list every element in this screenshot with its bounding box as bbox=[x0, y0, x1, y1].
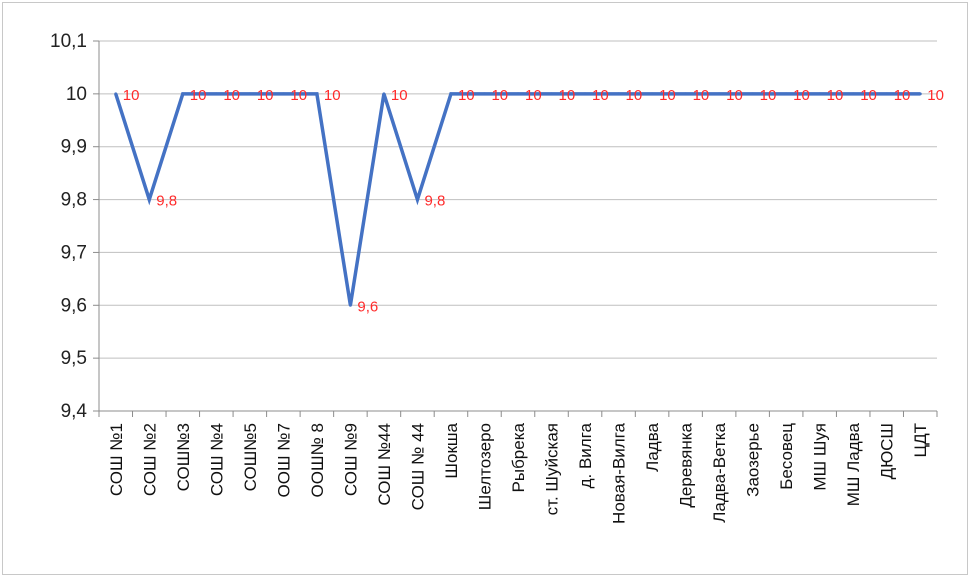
data-point bbox=[717, 92, 721, 96]
data-label: 10 bbox=[626, 87, 643, 104]
data-label: 9,6 bbox=[357, 298, 378, 315]
data-point bbox=[583, 92, 587, 96]
data-point bbox=[684, 92, 688, 96]
data-point bbox=[851, 92, 855, 96]
data-label: 10 bbox=[793, 87, 810, 104]
x-tick-label: д. Вилга bbox=[576, 422, 595, 488]
y-tick-label: 9,7 bbox=[61, 242, 87, 263]
data-label: 9,8 bbox=[156, 193, 177, 210]
x-tick-label: Ладва bbox=[643, 422, 662, 471]
x-tick-label: СОШ №4 bbox=[207, 423, 226, 496]
x-tick-label: Заозерье bbox=[744, 423, 763, 497]
data-point bbox=[147, 198, 151, 202]
x-tick-label: Шелтозеро bbox=[475, 423, 494, 510]
data-label: 10 bbox=[726, 87, 743, 104]
data-point bbox=[751, 92, 755, 96]
y-tick-label: 9,9 bbox=[61, 137, 87, 158]
data-point bbox=[650, 92, 654, 96]
x-tick-label: СОШ №44 bbox=[375, 423, 394, 506]
x-tick-label: ООШ№ 8 bbox=[308, 423, 327, 497]
data-label: 10 bbox=[894, 87, 911, 104]
data-point bbox=[114, 92, 118, 96]
data-label: 10 bbox=[760, 87, 777, 104]
data-label: 10 bbox=[123, 87, 140, 104]
y-tick-label: 10,1 bbox=[50, 31, 87, 52]
x-tick-label: МШ Шуя bbox=[811, 423, 830, 491]
data-label: 10 bbox=[592, 87, 609, 104]
data-point bbox=[482, 92, 486, 96]
data-label: 10 bbox=[860, 87, 877, 104]
data-point bbox=[315, 92, 319, 96]
data-point bbox=[248, 92, 252, 96]
data-point bbox=[550, 92, 554, 96]
x-tick-label: СОШ№3 bbox=[174, 423, 193, 491]
data-point bbox=[885, 92, 889, 96]
data-point bbox=[348, 303, 352, 307]
x-tick-label: ст. Шуйская bbox=[543, 423, 562, 515]
data-label: 10 bbox=[491, 87, 508, 104]
x-tick-label: ДЮСШ bbox=[878, 423, 897, 479]
data-point bbox=[516, 92, 520, 96]
data-label: 10 bbox=[190, 87, 207, 104]
x-tick-label: Рыбрека bbox=[509, 422, 528, 492]
x-tick-label: Новая-Вилга bbox=[610, 422, 629, 523]
data-label: 10 bbox=[827, 87, 844, 104]
data-point bbox=[181, 92, 185, 96]
data-point bbox=[382, 92, 386, 96]
x-tick-label: СОШ№5 bbox=[241, 423, 260, 491]
data-point bbox=[784, 92, 788, 96]
data-label: 10 bbox=[559, 87, 576, 104]
data-point bbox=[818, 92, 822, 96]
data-point bbox=[449, 92, 453, 96]
y-tick-label: 9,4 bbox=[61, 401, 88, 422]
x-tick-label: Деревянка bbox=[677, 422, 696, 507]
y-tick-label: 10 bbox=[66, 84, 87, 105]
x-tick-label: ООШ №7 bbox=[274, 423, 293, 497]
data-label: 9,8 bbox=[424, 193, 445, 210]
data-label: 10 bbox=[458, 87, 475, 104]
data-point bbox=[617, 92, 621, 96]
data-label: 10 bbox=[693, 87, 710, 104]
x-tick-label: СОШ № 44 bbox=[408, 423, 427, 510]
data-point bbox=[918, 92, 922, 96]
data-label: 10 bbox=[525, 87, 542, 104]
series-line-group bbox=[114, 92, 922, 307]
data-point bbox=[281, 92, 285, 96]
data-label: 10 bbox=[324, 87, 341, 104]
x-tick-label: Шокша bbox=[442, 422, 461, 478]
data-labels: 10 9,8 10 10 10 10 10 9,6 10 9,8 10 10 10 10 10 10 10 10 1… bbox=[123, 87, 944, 315]
x-tick-label: СОШ №1 bbox=[107, 423, 126, 496]
data-label: 10 bbox=[290, 87, 307, 104]
data-label: 10 bbox=[257, 87, 274, 104]
data-label: 10 bbox=[927, 87, 944, 104]
x-tick-label: ЦДТ bbox=[911, 423, 930, 457]
data-label: 10 bbox=[223, 87, 240, 104]
data-point bbox=[214, 92, 218, 96]
x-axis: СОШ №1 СОШ №2 СОШ№3 СОШ №4 СОШ№5 ООШ №7 ООШ№ 8… bbox=[98, 410, 938, 524]
x-tick-label: Бесовец bbox=[777, 423, 796, 490]
y-tick-label: 9,6 bbox=[61, 295, 87, 316]
y-axis: 9,4 9,5 9,6 9,7 9,8 9,9 10 10,1 bbox=[50, 31, 100, 422]
x-tick-label: СОШ №2 bbox=[140, 423, 159, 496]
x-tick-label: СОШ №9 bbox=[341, 423, 360, 496]
data-point bbox=[415, 198, 419, 202]
y-tick-label: 9,5 bbox=[61, 348, 87, 369]
data-label: 10 bbox=[659, 87, 676, 104]
y-tick-label: 9,8 bbox=[61, 190, 87, 211]
x-tick-label: МШ Ладва bbox=[844, 422, 863, 506]
x-tick-label: Ладва-Ветка bbox=[710, 422, 729, 522]
data-label: 10 bbox=[391, 87, 408, 104]
